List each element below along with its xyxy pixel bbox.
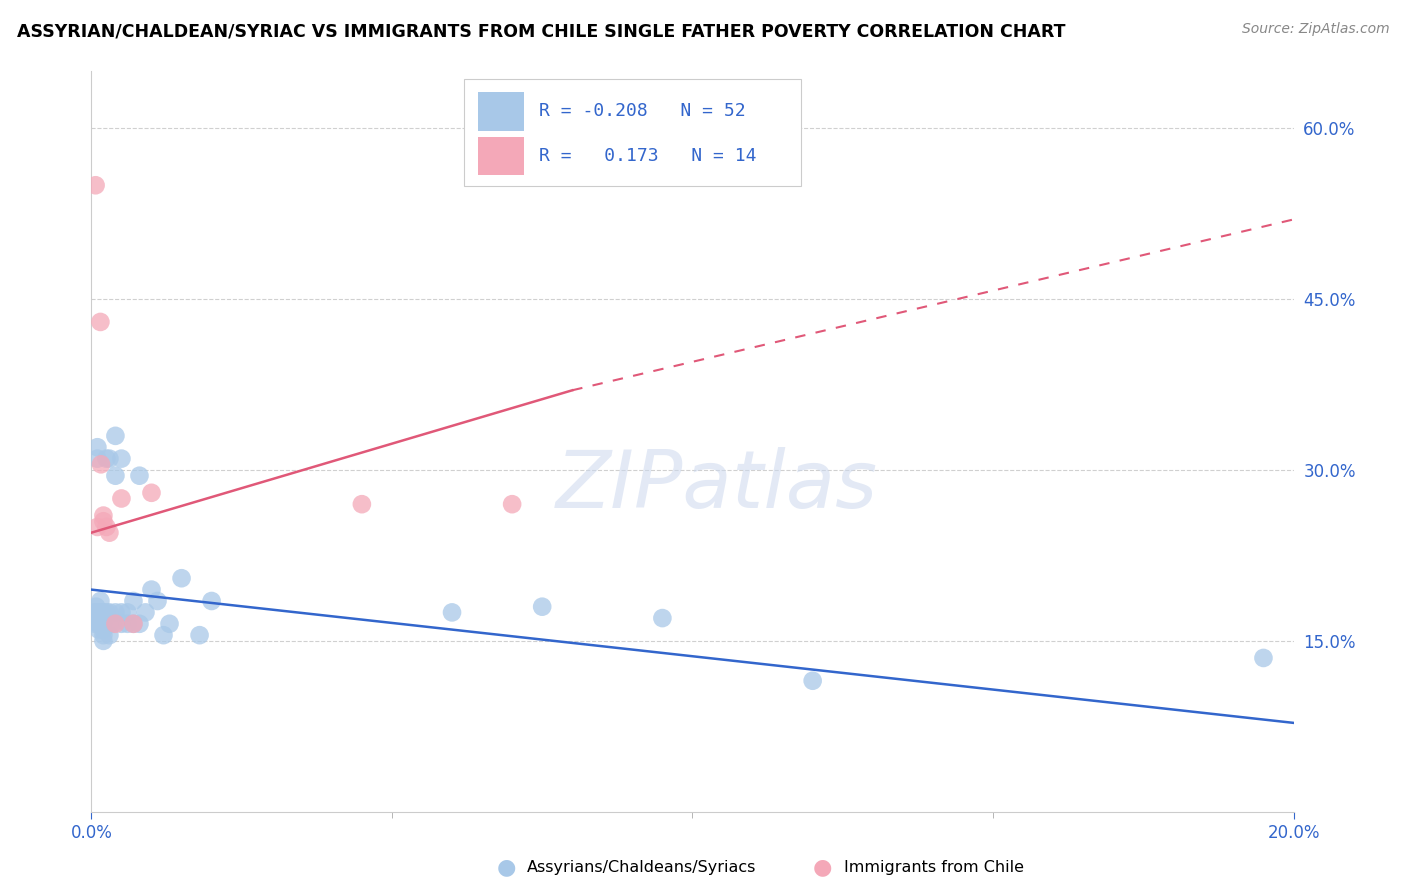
Point <box>1253 651 1275 665</box>
Text: Immigrants from Chile: Immigrants from Chile <box>844 860 1024 874</box>
Point <box>531 599 554 614</box>
Point <box>152 628 174 642</box>
Point <box>651 611 673 625</box>
Point <box>801 673 824 688</box>
Point <box>93 616 115 631</box>
Point <box>188 628 211 642</box>
Point <box>96 451 118 466</box>
Point <box>170 571 193 585</box>
FancyBboxPatch shape <box>478 136 524 175</box>
Point <box>93 623 115 637</box>
Point <box>128 468 150 483</box>
Point <box>93 633 115 648</box>
Point <box>84 616 107 631</box>
Point <box>146 594 169 608</box>
Point <box>86 520 108 534</box>
Point <box>134 606 156 620</box>
Text: ●: ● <box>496 857 516 877</box>
Point <box>128 616 150 631</box>
Point <box>110 451 132 466</box>
Point <box>117 606 139 620</box>
Point <box>110 616 132 631</box>
Point <box>84 599 107 614</box>
Point <box>91 616 114 631</box>
Text: Assyrians/Chaldeans/Syriacs: Assyrians/Chaldeans/Syriacs <box>527 860 756 874</box>
Point <box>86 611 108 625</box>
Point <box>117 616 139 631</box>
Point <box>93 514 115 528</box>
Text: R =   0.173   N = 14: R = 0.173 N = 14 <box>538 147 756 165</box>
Point <box>90 611 112 625</box>
Point <box>86 606 108 620</box>
FancyBboxPatch shape <box>478 92 524 130</box>
Point <box>104 616 127 631</box>
Point <box>96 520 118 534</box>
Text: ASSYRIAN/CHALDEAN/SYRIAC VS IMMIGRANTS FROM CHILE SINGLE FATHER POVERTY CORRELAT: ASSYRIAN/CHALDEAN/SYRIAC VS IMMIGRANTS F… <box>17 22 1066 40</box>
Point <box>93 606 115 620</box>
Point <box>122 616 145 631</box>
Point <box>122 616 145 631</box>
Point <box>440 606 463 620</box>
Point <box>98 616 121 631</box>
Point <box>96 606 118 620</box>
Point <box>350 497 373 511</box>
Point <box>98 628 121 642</box>
FancyBboxPatch shape <box>464 78 800 186</box>
Point <box>122 594 145 608</box>
Point <box>90 458 112 472</box>
Text: R = -0.208   N = 52: R = -0.208 N = 52 <box>538 103 745 120</box>
Point <box>84 178 107 193</box>
Point <box>98 451 121 466</box>
Text: ZIPatlas: ZIPatlas <box>555 447 877 525</box>
Point <box>110 606 132 620</box>
Point <box>93 628 115 642</box>
Point <box>98 525 121 540</box>
Point <box>90 606 112 620</box>
Point <box>93 508 115 523</box>
Point <box>98 606 121 620</box>
Point <box>110 491 132 506</box>
Point <box>501 497 523 511</box>
Point <box>86 451 108 466</box>
Point <box>89 594 111 608</box>
Point <box>141 485 163 500</box>
Point <box>201 594 224 608</box>
Point <box>141 582 163 597</box>
Point <box>84 606 107 620</box>
Point <box>87 623 110 637</box>
Point <box>89 315 111 329</box>
Point <box>83 606 105 620</box>
Point <box>159 616 181 631</box>
Point <box>104 429 127 443</box>
Point <box>104 468 127 483</box>
Point <box>87 616 110 631</box>
Text: Source: ZipAtlas.com: Source: ZipAtlas.com <box>1241 22 1389 37</box>
Point <box>104 606 127 620</box>
Point <box>86 440 108 454</box>
Point <box>101 616 124 631</box>
Point <box>89 616 111 631</box>
Text: ●: ● <box>813 857 832 877</box>
